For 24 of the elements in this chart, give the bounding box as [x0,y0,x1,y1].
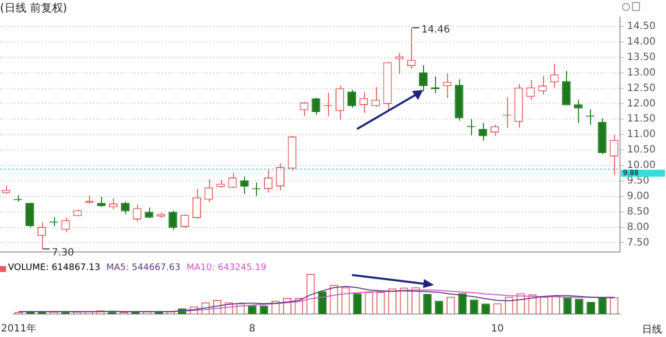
y-tick-label: 11.50 [627,114,656,125]
chart-title: (日线 前复权) [0,1,68,14]
x-tick-label: 8 [249,324,256,335]
text: MA5: 544667.63 [106,263,180,274]
y-tick-label: 8.00 [627,222,650,233]
y-tick-label: 9.00 [627,190,650,202]
annotation: 14.46 [421,24,450,36]
x-tick-label: 10 [491,324,504,335]
y-tick-label: 12.50 [627,82,656,94]
y-tick-label: 9.50 [627,176,650,187]
text: 日线 [642,324,662,336]
annotation: 7.30 [52,248,74,259]
y-tick-label: 14.00 [627,36,656,48]
text: MA10: 643245.19 [186,263,266,274]
x-tick-label: 2011年 [1,322,36,335]
legend-label: VOLUME: 614867.13 [7,263,100,274]
y-tick-label: 7.50 [627,237,650,248]
y-tick-label: 8.50 [627,206,650,218]
y-tick-label: 13.50 [627,52,656,63]
y-tick-label: 14.50 [627,21,656,32]
y-tick-label: 11.00 [627,129,656,140]
y-tick-label: 12.00 [627,98,656,110]
y-tick-label: 13.00 [627,67,656,78]
y-tick-label: 10.50 [627,144,656,156]
